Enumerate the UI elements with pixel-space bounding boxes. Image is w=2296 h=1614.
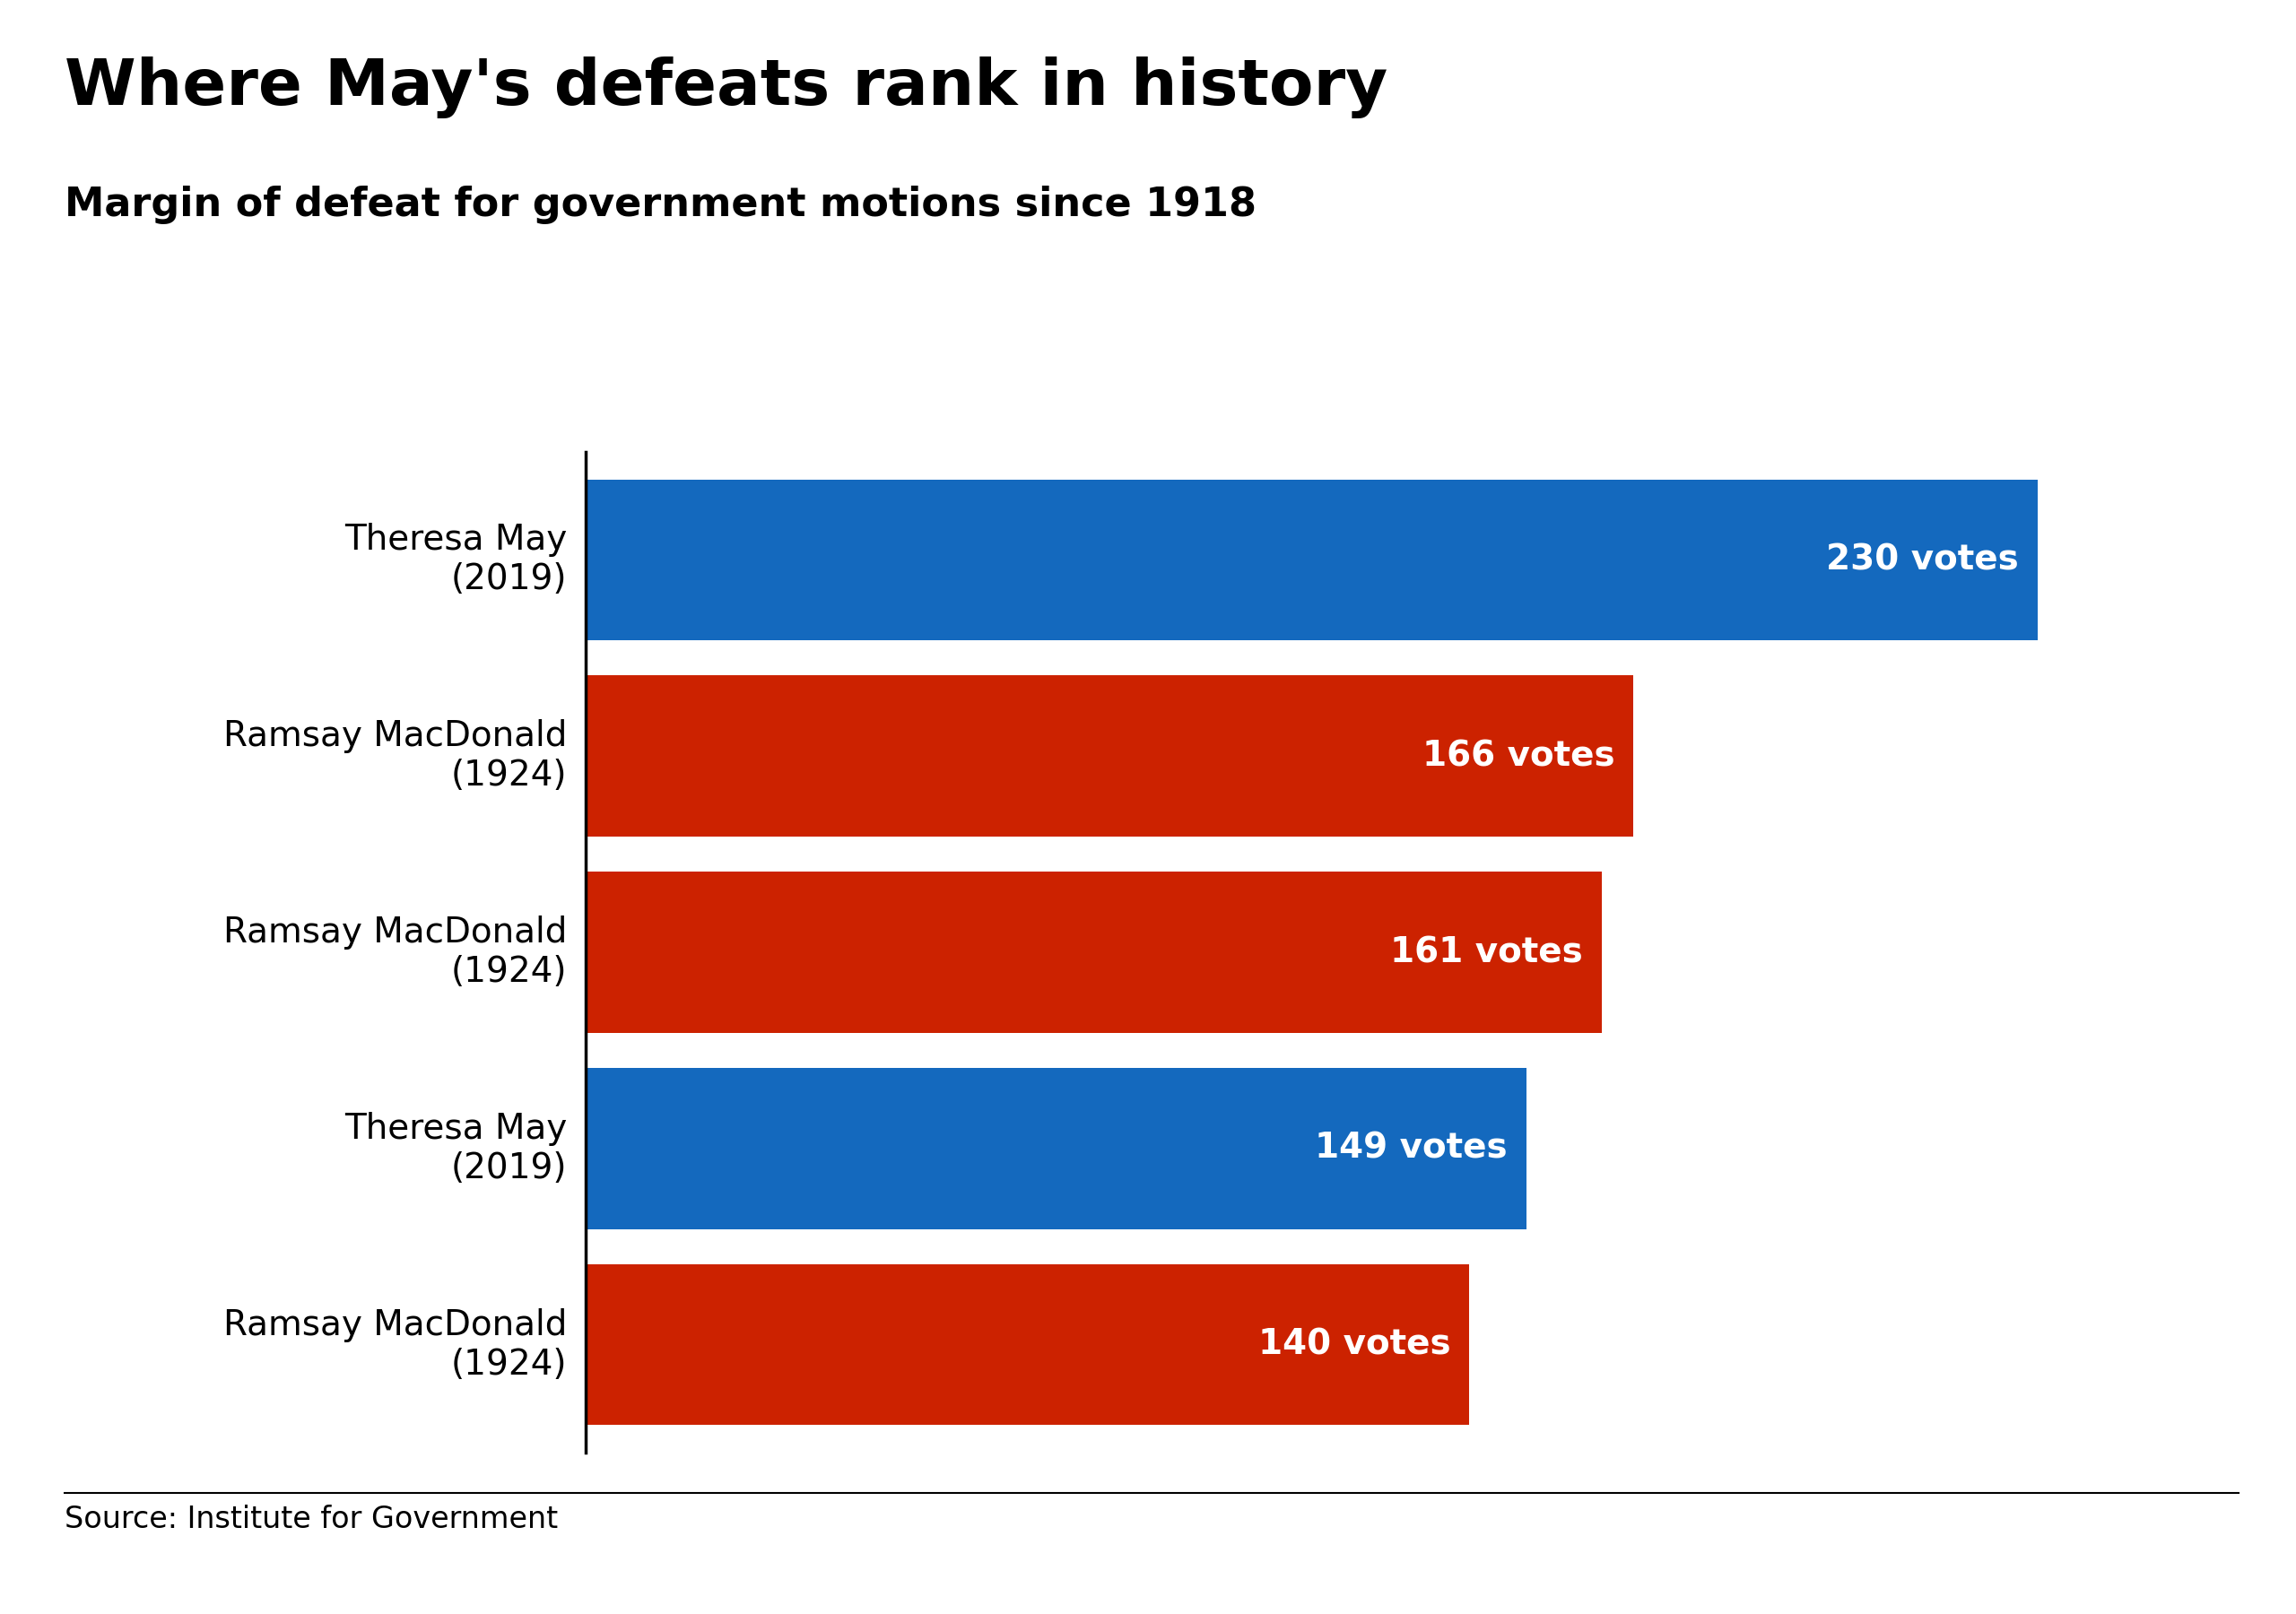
- Text: 140 votes: 140 votes: [1258, 1328, 1451, 1362]
- Bar: [585, 872, 1603, 1033]
- Text: Where May's defeats rank in history: Where May's defeats rank in history: [64, 56, 1387, 118]
- Text: BBC: BBC: [2103, 1528, 2186, 1567]
- Bar: [585, 676, 1635, 836]
- Bar: [585, 479, 2039, 641]
- Text: 230 votes: 230 votes: [1825, 542, 2018, 576]
- Text: 161 votes: 161 votes: [1391, 935, 1584, 970]
- Bar: [585, 1068, 1527, 1228]
- Text: Source: Institute for Government: Source: Institute for Government: [64, 1504, 558, 1533]
- Bar: [585, 1264, 1469, 1425]
- Text: 149 votes: 149 votes: [1316, 1131, 1506, 1165]
- Text: 166 votes: 166 votes: [1421, 739, 1614, 773]
- Text: Margin of defeat for government motions since 1918: Margin of defeat for government motions …: [64, 186, 1256, 224]
